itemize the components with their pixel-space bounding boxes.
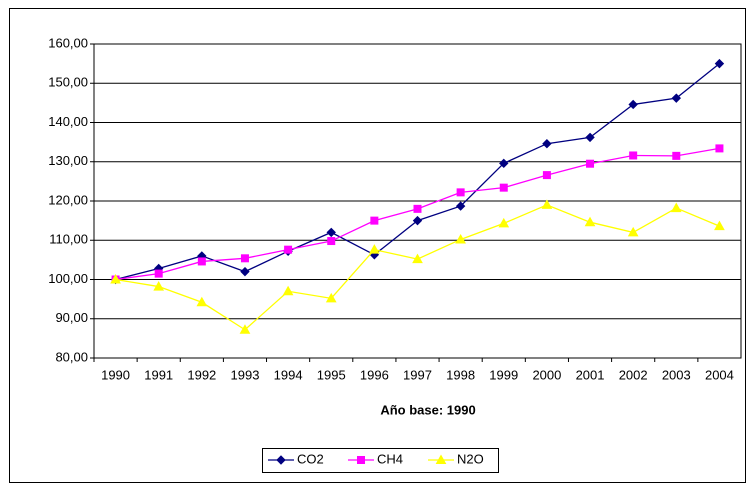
legend-label: CO2: [297, 451, 324, 466]
point: [542, 138, 552, 149]
point: [585, 132, 595, 143]
y-tick-label: 100,00: [48, 271, 88, 286]
y-tick-label: 160,00: [48, 35, 88, 50]
x-tick-label: 1990: [101, 367, 130, 382]
point: [327, 237, 336, 246]
legend-marker: [435, 454, 447, 464]
x-tick-label: 1991: [144, 367, 173, 382]
x-axis-title: Año base: 1990: [380, 402, 475, 417]
point: [282, 285, 294, 296]
point: [499, 158, 509, 169]
y-tick-label: 80,00: [55, 349, 88, 364]
x-tick-label: 1993: [231, 367, 260, 382]
point: [541, 199, 553, 209]
point: [671, 93, 682, 103]
y-tick-label: 150,00: [48, 75, 88, 90]
point: [197, 257, 206, 266]
point: [627, 226, 639, 237]
x-tick-label: 2002: [619, 367, 648, 382]
y-tick-label: 120,00: [48, 192, 88, 207]
point: [499, 183, 508, 192]
x-tick-label: 1999: [489, 367, 518, 382]
point: [714, 58, 725, 69]
point: [239, 324, 251, 334]
legend-marker: [357, 456, 365, 464]
x-tick-label: 1997: [403, 367, 432, 382]
x-tick-label: 2003: [662, 367, 691, 382]
point: [240, 254, 249, 263]
x-tick-label: 1996: [360, 367, 389, 382]
point: [456, 188, 465, 197]
point: [714, 220, 725, 231]
x-tick-label: 2004: [705, 367, 734, 382]
point: [584, 216, 596, 227]
point: [196, 296, 208, 307]
point: [370, 216, 379, 225]
point: [326, 227, 336, 238]
point: [325, 292, 337, 303]
point: [628, 99, 638, 110]
plot-border: [93, 43, 742, 359]
point: [455, 201, 466, 211]
point: [455, 233, 466, 244]
legend-marker: [276, 455, 286, 465]
legend-label: N2O: [457, 451, 484, 466]
y-tick-label: 110,00: [49, 232, 88, 247]
x-tick-label: 1992: [187, 367, 216, 382]
point: [412, 253, 423, 264]
point: [412, 215, 423, 226]
point: [369, 244, 380, 254]
point: [670, 202, 682, 213]
point: [715, 144, 724, 153]
point: [672, 151, 681, 160]
point: [240, 266, 250, 277]
x-tick-label: 2000: [532, 367, 561, 382]
legend-box: [262, 448, 499, 473]
point: [110, 273, 121, 284]
point: [154, 269, 163, 278]
x-tick-label: 1998: [446, 367, 475, 382]
x-tick-label: 2001: [576, 367, 605, 382]
point: [586, 159, 595, 168]
point: [542, 171, 551, 180]
point: [629, 151, 638, 160]
point: [498, 217, 510, 228]
point: [153, 281, 165, 291]
legend-label: CH4: [377, 451, 403, 466]
x-tick-label: 1995: [317, 367, 346, 382]
point: [413, 204, 422, 213]
y-tick-label: 90,00: [55, 310, 88, 325]
y-tick-label: 130,00: [48, 153, 88, 168]
y-tick-label: 140,00: [48, 114, 88, 129]
x-tick-label: 1994: [274, 367, 303, 382]
point: [284, 245, 293, 254]
